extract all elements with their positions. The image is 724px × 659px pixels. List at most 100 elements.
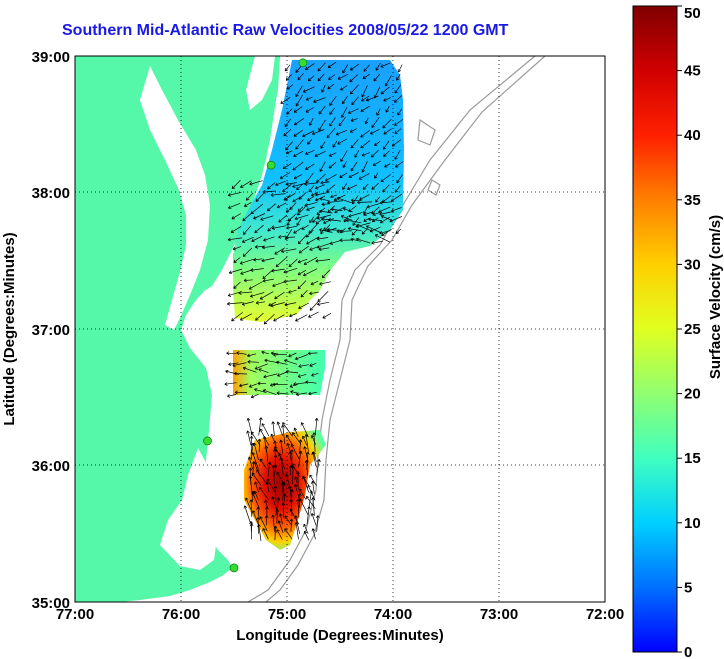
- velocity-arrow: [286, 434, 293, 446]
- velocity-arrow: [267, 461, 272, 477]
- velocity-arrow: [273, 525, 278, 541]
- velocity-arrow: [243, 278, 253, 283]
- velocity-arrow: [251, 492, 260, 509]
- velocity-arrow: [266, 203, 276, 212]
- colorbar-tick-label: 45: [684, 63, 701, 80]
- velocity-arrow: [294, 522, 299, 540]
- velocity-arrow: [319, 281, 331, 286]
- colorbar-tick-label: 0: [684, 644, 692, 659]
- velocity-arrow: [228, 362, 239, 366]
- colorbar-tick-label: 30: [684, 256, 701, 273]
- velocity-arrow: [302, 130, 315, 138]
- velocity-arrow: [361, 228, 368, 235]
- velocity-arrow: [318, 209, 333, 214]
- velocity-arrow: [302, 86, 315, 93]
- velocity-arrow: [308, 311, 319, 318]
- velocity-arrow: [311, 451, 317, 468]
- velocity-arrow: [306, 236, 320, 245]
- plot-frame: [74, 55, 606, 603]
- velocity-arrow: [330, 194, 338, 199]
- velocity-arrow: [383, 128, 392, 135]
- velocity-arrow: [329, 96, 337, 106]
- velocity-arrow: [249, 180, 263, 186]
- velocity-arrow: [372, 160, 381, 166]
- velocity-arrow: [289, 313, 297, 318]
- velocity-arrow: [251, 235, 263, 242]
- velocity-arrow: [312, 214, 320, 223]
- velocity-arrow: [231, 312, 243, 322]
- velocity-arrow: [305, 380, 317, 384]
- velocity-arrow: [373, 73, 381, 82]
- velocity-arrow: [256, 506, 260, 517]
- velocity-arrow: [361, 152, 370, 157]
- velocity-arrow: [357, 200, 373, 205]
- velocity-arrow: [298, 439, 303, 454]
- velocity-arrow: [262, 278, 274, 283]
- velocity-arrow: [238, 291, 253, 295]
- velocity-arrow: [226, 301, 243, 306]
- velocity-arrow: [276, 529, 283, 540]
- velocity-arrow: [303, 523, 309, 534]
- x-tick-label: 77:00: [56, 606, 94, 623]
- velocity-arrow: [394, 128, 402, 134]
- velocity-arrow: [368, 217, 382, 222]
- velocity-arrow: [306, 196, 314, 202]
- velocity-arrow: [289, 499, 293, 517]
- velocity-arrow: [309, 301, 319, 311]
- velocity-arrow: [270, 302, 285, 308]
- velocity-arrow: [341, 95, 348, 105]
- velocity-arrow: [345, 218, 362, 224]
- velocity-arrow: [358, 173, 370, 180]
- velocity-arrow: [336, 229, 353, 234]
- velocity-arrow: [264, 445, 269, 462]
- velocity-arrow: [339, 238, 352, 243]
- velocity-arrow: [383, 97, 392, 102]
- velocity-arrow: [360, 95, 370, 102]
- velocity-arrow: [293, 174, 302, 180]
- velocity-arrow: [254, 481, 259, 493]
- velocity-arrow: [315, 191, 330, 197]
- velocity-arrow: [266, 478, 276, 494]
- colorbar-label: Surface Velocity (cm/s): [707, 215, 724, 379]
- velocity-arrow: [329, 117, 336, 127]
- velocity-arrow: [289, 518, 294, 532]
- velocity-arrow: [293, 129, 303, 137]
- velocity-arrow: [328, 74, 336, 80]
- velocity-arrow: [293, 382, 307, 386]
- velocity-arrow: [311, 372, 319, 377]
- velocity-arrow: [276, 421, 283, 436]
- velocity-arrow: [276, 360, 287, 365]
- velocity-arrow: [293, 483, 300, 501]
- velocity-arrow: [365, 95, 379, 102]
- velocity-arrow: [261, 350, 269, 355]
- land-mass: [75, 56, 280, 602]
- velocity-arrow: [273, 314, 285, 322]
- velocity-arrow: [338, 116, 346, 127]
- velocity-arrow: [258, 417, 263, 436]
- velocity-arrow: [360, 105, 371, 112]
- velocity-arrow: [281, 481, 286, 501]
- velocity-arrow: [305, 163, 315, 170]
- velocity-arrow: [342, 207, 353, 213]
- velocity-arrow: [288, 352, 297, 358]
- velocity-arrow: [259, 516, 268, 532]
- velocity-arrow: [297, 258, 308, 264]
- velocity-arrow: [260, 215, 274, 221]
- velocity-arrow: [308, 118, 314, 126]
- velocity-arrow: [308, 490, 314, 509]
- velocity-arrow: [298, 302, 310, 309]
- velocity-arrow: [234, 390, 248, 395]
- velocity-arrow: [274, 247, 285, 255]
- colorbar-tick-label: 50: [684, 5, 701, 22]
- velocity-arrow: [334, 206, 346, 214]
- velocity-arrow: [346, 184, 358, 191]
- velocity-arrow: [300, 422, 309, 438]
- velocity-arrow: [324, 174, 337, 182]
- velocity-arrow: [395, 161, 404, 168]
- velocity-arrow: [349, 84, 359, 95]
- velocity-arrow: [370, 128, 380, 135]
- velocity-arrow: [362, 73, 370, 80]
- velocity-arrow: [313, 97, 326, 103]
- velocity-arrow: [298, 245, 309, 254]
- velocity-arrow: [292, 161, 304, 171]
